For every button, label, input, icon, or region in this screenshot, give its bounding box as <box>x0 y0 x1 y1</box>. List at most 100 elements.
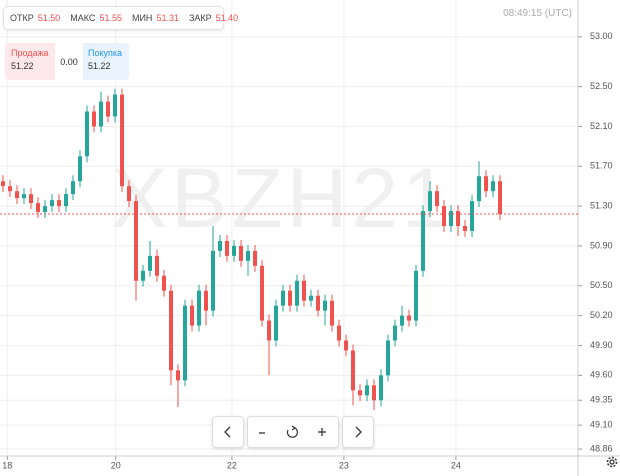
candle <box>477 161 482 208</box>
candle-body <box>470 201 475 231</box>
candle <box>316 289 321 317</box>
candle <box>148 240 153 277</box>
y-tick-label: 48.86 <box>590 443 613 453</box>
candle <box>442 200 447 232</box>
zoom-in-button[interactable] <box>318 428 326 436</box>
candle-body <box>85 111 90 157</box>
ohlc-value: 51.50 <box>37 13 61 23</box>
candle-body <box>477 176 482 202</box>
y-tick-label: 49.60 <box>590 370 613 380</box>
candle <box>127 180 132 208</box>
candle-body <box>407 315 412 321</box>
candle <box>162 269 167 297</box>
candle <box>484 170 489 198</box>
candle <box>379 369 384 407</box>
candle <box>330 294 335 332</box>
candle-body <box>309 295 314 301</box>
candle-body <box>372 385 377 401</box>
candle <box>295 274 300 312</box>
candle-body <box>148 255 153 271</box>
candle <box>358 384 363 402</box>
candle <box>435 185 440 213</box>
candle-body <box>169 290 174 371</box>
settings-button[interactable] <box>604 454 620 470</box>
candle <box>36 197 41 219</box>
candle <box>260 259 265 327</box>
candle <box>372 379 377 411</box>
ohlc-label: МАКС <box>70 13 96 23</box>
sell-button[interactable]: Продажа 51.22 <box>5 43 55 80</box>
reset-button[interactable] <box>286 425 299 438</box>
candle-body <box>281 290 286 306</box>
candle <box>204 284 209 326</box>
candle <box>386 334 391 382</box>
ohlc-label: ЗАКР <box>188 13 212 23</box>
ohlc-value: 51.55 <box>99 13 122 23</box>
candle-body <box>330 300 335 326</box>
icon <box>355 426 362 438</box>
candle <box>29 188 34 210</box>
candle-body <box>225 240 230 256</box>
candle-body <box>260 265 265 321</box>
candle <box>239 239 244 267</box>
candle <box>288 284 293 312</box>
candle <box>246 244 251 276</box>
candle-body <box>344 340 349 351</box>
clock: 08:49:15 (UTC) <box>503 8 572 19</box>
candle-body <box>106 101 111 117</box>
candle <box>50 194 55 213</box>
candle <box>393 319 398 347</box>
candle <box>225 234 230 262</box>
candle-body <box>218 240 223 251</box>
candle <box>323 294 328 326</box>
candle-body <box>99 101 104 127</box>
candle-body <box>365 385 370 396</box>
ohlc-label: МИН <box>131 13 153 23</box>
candle <box>470 195 475 237</box>
candle-body <box>253 250 258 266</box>
candle <box>414 264 419 327</box>
candle-body <box>141 270 146 281</box>
candle <box>57 194 62 213</box>
y-tick-label: 50.90 <box>590 240 613 250</box>
candle-body <box>71 181 76 195</box>
candle <box>253 244 258 272</box>
candle-body <box>134 201 139 281</box>
candle <box>491 175 496 198</box>
candle-body <box>316 295 321 311</box>
candle <box>344 334 349 357</box>
candle-body <box>274 305 279 341</box>
scroll-right-button[interactable] <box>342 416 374 448</box>
candle-body <box>204 290 209 311</box>
candle-body <box>323 300 328 311</box>
candle-body <box>463 226 468 231</box>
candle-body <box>267 320 272 341</box>
y-tick-label: 50.20 <box>590 310 613 320</box>
y-tick-label: 51.30 <box>590 200 613 210</box>
candle <box>113 88 118 123</box>
candle <box>106 95 111 123</box>
candle-body <box>36 203 41 213</box>
candle <box>281 284 286 312</box>
candle <box>211 226 216 317</box>
zoom-group <box>247 416 339 448</box>
candle <box>267 314 272 376</box>
candle <box>155 249 160 282</box>
candle-body <box>176 370 181 381</box>
candle-body <box>386 340 391 376</box>
scroll-left-button[interactable] <box>212 416 244 448</box>
candle-body <box>435 191 440 207</box>
x-tick-label: 24 <box>451 460 461 470</box>
icon <box>224 426 231 438</box>
candle <box>64 188 69 213</box>
candle <box>218 234 223 257</box>
candle-body <box>295 280 300 306</box>
candle <box>449 205 454 232</box>
candle <box>232 239 237 262</box>
candle <box>428 181 433 218</box>
y-tick-label: 49.90 <box>590 340 613 350</box>
buy-button[interactable]: Покупка 51.22 <box>83 43 129 80</box>
spread: 0.00 <box>55 43 83 80</box>
candle <box>22 188 27 205</box>
candle-body <box>190 305 195 326</box>
